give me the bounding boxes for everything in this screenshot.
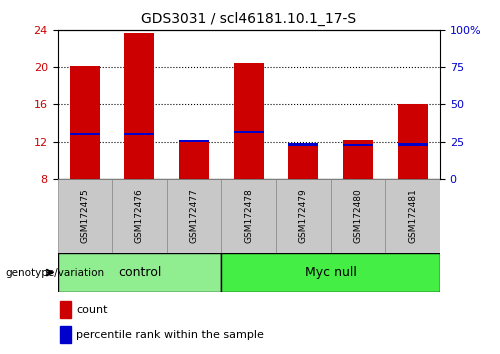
Bar [70,66,100,179]
Text: GSM172475: GSM172475 [80,189,90,243]
Text: GSM172477: GSM172477 [190,189,198,243]
Text: GSM172478: GSM172478 [244,189,254,243]
Bar [234,63,264,179]
Text: genotype/variation: genotype/variation [5,268,104,278]
Bar [124,133,154,135]
Bar [222,253,440,292]
Bar [70,133,100,135]
Title: GDS3031 / scl46181.10.1_17-S: GDS3031 / scl46181.10.1_17-S [141,12,356,26]
Bar [343,140,373,179]
Text: GSM172481: GSM172481 [408,189,417,243]
Bar [288,143,318,145]
Bar [288,144,318,179]
Bar [398,143,428,145]
Bar [179,141,209,179]
Bar [58,253,222,292]
Text: GSM172479: GSM172479 [299,189,308,243]
Bar [112,179,167,253]
Bar [124,33,154,179]
Text: percentile rank within the sample: percentile rank within the sample [76,330,264,339]
Bar [276,179,330,253]
Bar [343,144,373,147]
Bar [330,179,386,253]
Text: GSM172480: GSM172480 [354,189,362,243]
Bar [222,179,276,253]
Bar [179,139,209,142]
Text: control: control [118,266,161,279]
Bar [60,301,71,318]
Text: count: count [76,305,108,315]
Text: Myc null: Myc null [305,266,356,279]
Bar [234,131,264,133]
Text: GSM172476: GSM172476 [135,189,144,243]
Bar [386,179,440,253]
Bar [58,179,112,253]
Bar [60,326,71,343]
Bar [167,179,222,253]
Bar [398,104,428,179]
